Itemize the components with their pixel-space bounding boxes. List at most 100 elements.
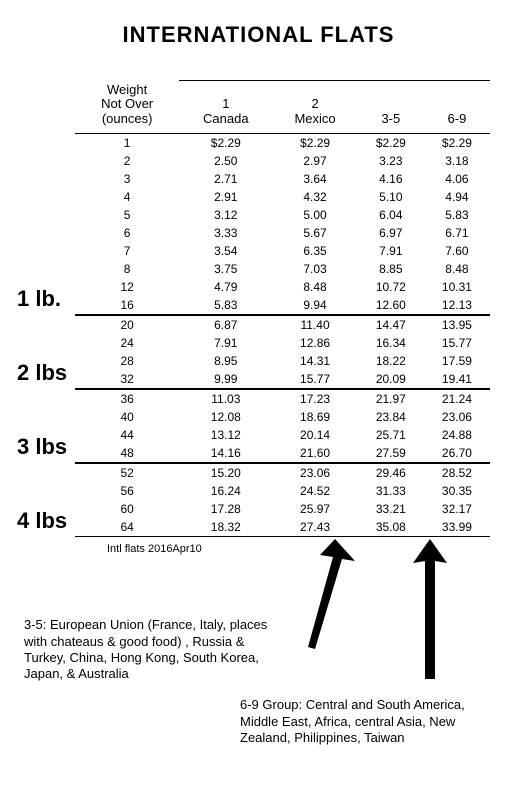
cell-rate: $2.29	[179, 134, 272, 153]
cell-rate: $2.29	[424, 134, 490, 153]
cell-rate: 23.06	[424, 408, 490, 426]
col-header-top	[362, 97, 420, 112]
table-row: 6017.2825.9733.2132.17	[75, 500, 490, 518]
rate-table-container: WeightNot Over(ounces)1Canada2Mexico 3-5…	[75, 80, 490, 537]
cell-rate: 15.77	[272, 370, 357, 389]
cell-rate: 16.24	[179, 482, 272, 500]
cell-rate: 31.33	[358, 482, 424, 500]
cell-rate: 9.94	[272, 296, 357, 315]
cell-rate: 35.08	[358, 518, 424, 537]
cell-rate: 15.20	[179, 463, 272, 482]
table-row: 288.9514.3118.2217.59	[75, 352, 490, 370]
cell-rate: $2.29	[358, 134, 424, 153]
table-row: 53.125.006.045.83	[75, 206, 490, 224]
weight-group-label: 2 lbs	[17, 360, 67, 386]
cell-rate: 7.91	[179, 334, 272, 352]
cell-rate: 17.23	[272, 389, 357, 408]
table-row: 165.839.9412.6012.13	[75, 296, 490, 315]
cell-rate: 24.88	[424, 426, 490, 444]
cell-rate: 6.71	[424, 224, 490, 242]
cell-rate: 7.03	[272, 260, 357, 278]
cell-oz: 40	[75, 408, 179, 426]
table-row: 73.546.357.917.60	[75, 242, 490, 260]
cell-oz: 3	[75, 170, 179, 188]
cell-rate: 2.91	[179, 188, 272, 206]
col-header-bottom: Mexico	[276, 112, 353, 127]
cell-rate: 28.52	[424, 463, 490, 482]
col-header-3: 6-9	[424, 81, 490, 134]
table-row: 206.8711.4014.4713.95	[75, 315, 490, 334]
table-row: 247.9112.8616.3415.77	[75, 334, 490, 352]
cell-rate: 3.23	[358, 152, 424, 170]
cell-rate: 18.32	[179, 518, 272, 537]
cell-rate: 20.09	[358, 370, 424, 389]
cell-rate: 25.97	[272, 500, 357, 518]
cell-rate: 7.91	[358, 242, 424, 260]
cell-rate: 25.71	[358, 426, 424, 444]
col-header-weight: WeightNot Over(ounces)	[75, 81, 179, 134]
cell-rate: 29.46	[358, 463, 424, 482]
cell-rate: 7.60	[424, 242, 490, 260]
table-row: 6418.3227.4335.0833.99	[75, 518, 490, 537]
cell-rate: 4.79	[179, 278, 272, 296]
cell-rate: 5.10	[358, 188, 424, 206]
table-row: 3611.0317.2321.9721.24	[75, 389, 490, 408]
arrow-icon	[280, 539, 360, 649]
cell-rate: 18.69	[272, 408, 357, 426]
cell-oz: 64	[75, 518, 179, 537]
col-header-top	[428, 97, 486, 112]
cell-rate: 12.86	[272, 334, 357, 352]
col-header-bottom: 6-9	[428, 112, 486, 127]
weight-group-label: 1 lb.	[17, 286, 61, 312]
table-row: 5616.2424.5231.3330.35	[75, 482, 490, 500]
table-header: WeightNot Over(ounces)1Canada2Mexico 3-5…	[75, 81, 490, 134]
cell-oz: 60	[75, 500, 179, 518]
cell-oz: 48	[75, 444, 179, 463]
cell-rate: 3.64	[272, 170, 357, 188]
cell-rate: 6.04	[358, 206, 424, 224]
cell-oz: 8	[75, 260, 179, 278]
table-caption: Intl flats 2016Apr10	[107, 543, 202, 555]
cell-rate: 15.77	[424, 334, 490, 352]
cell-rate: 12.60	[358, 296, 424, 315]
cell-rate: 4.16	[358, 170, 424, 188]
cell-rate: 11.03	[179, 389, 272, 408]
cell-oz: 4	[75, 188, 179, 206]
cell-rate: 23.06	[272, 463, 357, 482]
cell-rate: 27.43	[272, 518, 357, 537]
cell-rate: 8.48	[424, 260, 490, 278]
cell-rate: 32.17	[424, 500, 490, 518]
cell-rate: $2.29	[272, 134, 357, 153]
cell-rate: 30.35	[424, 482, 490, 500]
cell-rate: 6.97	[358, 224, 424, 242]
table-row: 329.9915.7720.0919.41	[75, 370, 490, 389]
cell-rate: 14.47	[358, 315, 424, 334]
cell-oz: 5	[75, 206, 179, 224]
cell-oz: 12	[75, 278, 179, 296]
cell-rate: 3.18	[424, 152, 490, 170]
cell-rate: 9.99	[179, 370, 272, 389]
cell-rate: 13.95	[424, 315, 490, 334]
cell-rate: 12.13	[424, 296, 490, 315]
cell-rate: 21.97	[358, 389, 424, 408]
cell-rate: 5.00	[272, 206, 357, 224]
cell-oz: 16	[75, 296, 179, 315]
cell-rate: 5.67	[272, 224, 357, 242]
col-header-1: 2Mexico	[272, 81, 357, 134]
cell-rate: 3.12	[179, 206, 272, 224]
cell-rate: 2.71	[179, 170, 272, 188]
col-header-bottom: Canada	[183, 112, 268, 127]
table-body: 1$2.29$2.29$2.29$2.2922.502.973.233.1832…	[75, 134, 490, 537]
page-title: INTERNATIONAL FLATS	[0, 0, 517, 48]
cell-rate: 2.50	[179, 152, 272, 170]
table-row: 4413.1220.1425.7124.88	[75, 426, 490, 444]
cell-rate: 3.33	[179, 224, 272, 242]
cell-rate: 10.31	[424, 278, 490, 296]
cell-rate: 3.75	[179, 260, 272, 278]
table-row: 32.713.644.164.06	[75, 170, 490, 188]
cell-rate: 5.83	[179, 296, 272, 315]
cell-rate: 4.94	[424, 188, 490, 206]
cell-rate: 14.31	[272, 352, 357, 370]
cell-oz: 36	[75, 389, 179, 408]
weight-group-label: 4 lbs	[17, 508, 67, 534]
